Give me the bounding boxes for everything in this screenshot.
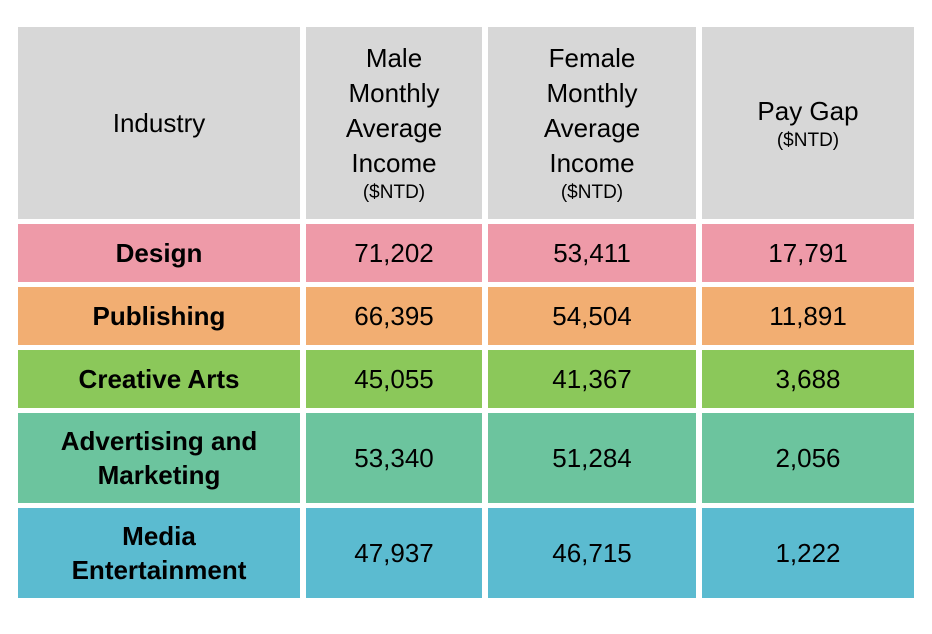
pay-gap-cell-value: 2,056 [775,442,841,473]
industry-cell-value: Media Entertainment [71,521,247,585]
table-row-1-pay-gap-cell: 17,791 [702,224,914,282]
header-male-income-label: Male Monthly Average Income [345,43,443,178]
table-row-5-industry-cell: Media Entertainment [18,508,300,598]
table-row-4-male-income-cell: 53,340 [306,413,482,503]
industry-cell-value: Advertising and Marketing [60,426,258,490]
header-female-income-unit: ($NTD) [560,182,624,203]
female-income-cell-value: 51,284 [552,442,632,473]
header-pay-gap: Pay Gap ($NTD) [702,27,914,219]
industry-cell-value: Design [115,238,203,268]
table-row-5-pay-gap-cell: 1,222 [702,508,914,598]
female-income-cell-value: 54,504 [552,300,632,331]
header-female-income: Female Monthly Average Income ($NTD) [488,27,696,219]
male-income-cell-value: 47,937 [354,537,434,568]
industry-cell-value: Publishing [92,301,226,331]
table-row-3-pay-gap-cell: 3,688 [702,350,914,408]
table-row-1-male-income-cell: 71,202 [306,224,482,282]
industry-cell-value: Creative Arts [78,364,240,394]
table-row-3-industry-cell: Creative Arts [18,350,300,408]
table-row-2-pay-gap-cell: 11,891 [702,287,914,345]
male-income-cell-value: 66,395 [354,300,434,331]
table-row-4-female-income-cell: 51,284 [488,413,696,503]
female-income-cell-value: 53,411 [553,237,631,268]
pay-gap-cell-value: 17,791 [768,237,848,268]
table-row-2-female-income-cell: 54,504 [488,287,696,345]
male-income-cell-value: 53,340 [354,442,434,473]
female-income-cell-value: 41,367 [552,363,632,394]
table-row-5-female-income-cell: 46,715 [488,508,696,598]
table-row-1-industry-cell: Design [18,224,300,282]
header-male-income-unit: ($NTD) [362,182,426,203]
table-row-1-female-income-cell: 53,411 [488,224,696,282]
table-row-4-industry-cell: Advertising and Marketing [18,413,300,503]
table-row-2-male-income-cell: 66,395 [306,287,482,345]
income-table: Industry Male Monthly Average Income ($N… [18,27,914,598]
table-row-2-industry-cell: Publishing [18,287,300,345]
pay-gap-cell-value: 1,222 [775,537,841,568]
pay-gap-cell-value: 11,891 [769,300,847,331]
table-row-4-pay-gap-cell: 2,056 [702,413,914,503]
header-male-income: Male Monthly Average Income ($NTD) [306,27,482,219]
header-industry-label: Industry [112,107,206,138]
header-pay-gap-unit: ($NTD) [776,129,840,151]
male-income-cell-value: 71,202 [354,237,434,268]
pay-gap-cell-value: 3,688 [775,363,841,394]
header-pay-gap-label: Pay Gap [757,95,859,126]
male-income-cell-value: 45,055 [354,363,434,394]
header-female-income-label: Female Monthly Average Income [543,43,641,178]
table-row-5-male-income-cell: 47,937 [306,508,482,598]
table-row-3-male-income-cell: 45,055 [306,350,482,408]
female-income-cell-value: 46,715 [552,537,632,568]
table-row-3-female-income-cell: 41,367 [488,350,696,408]
header-industry: Industry [18,27,300,219]
